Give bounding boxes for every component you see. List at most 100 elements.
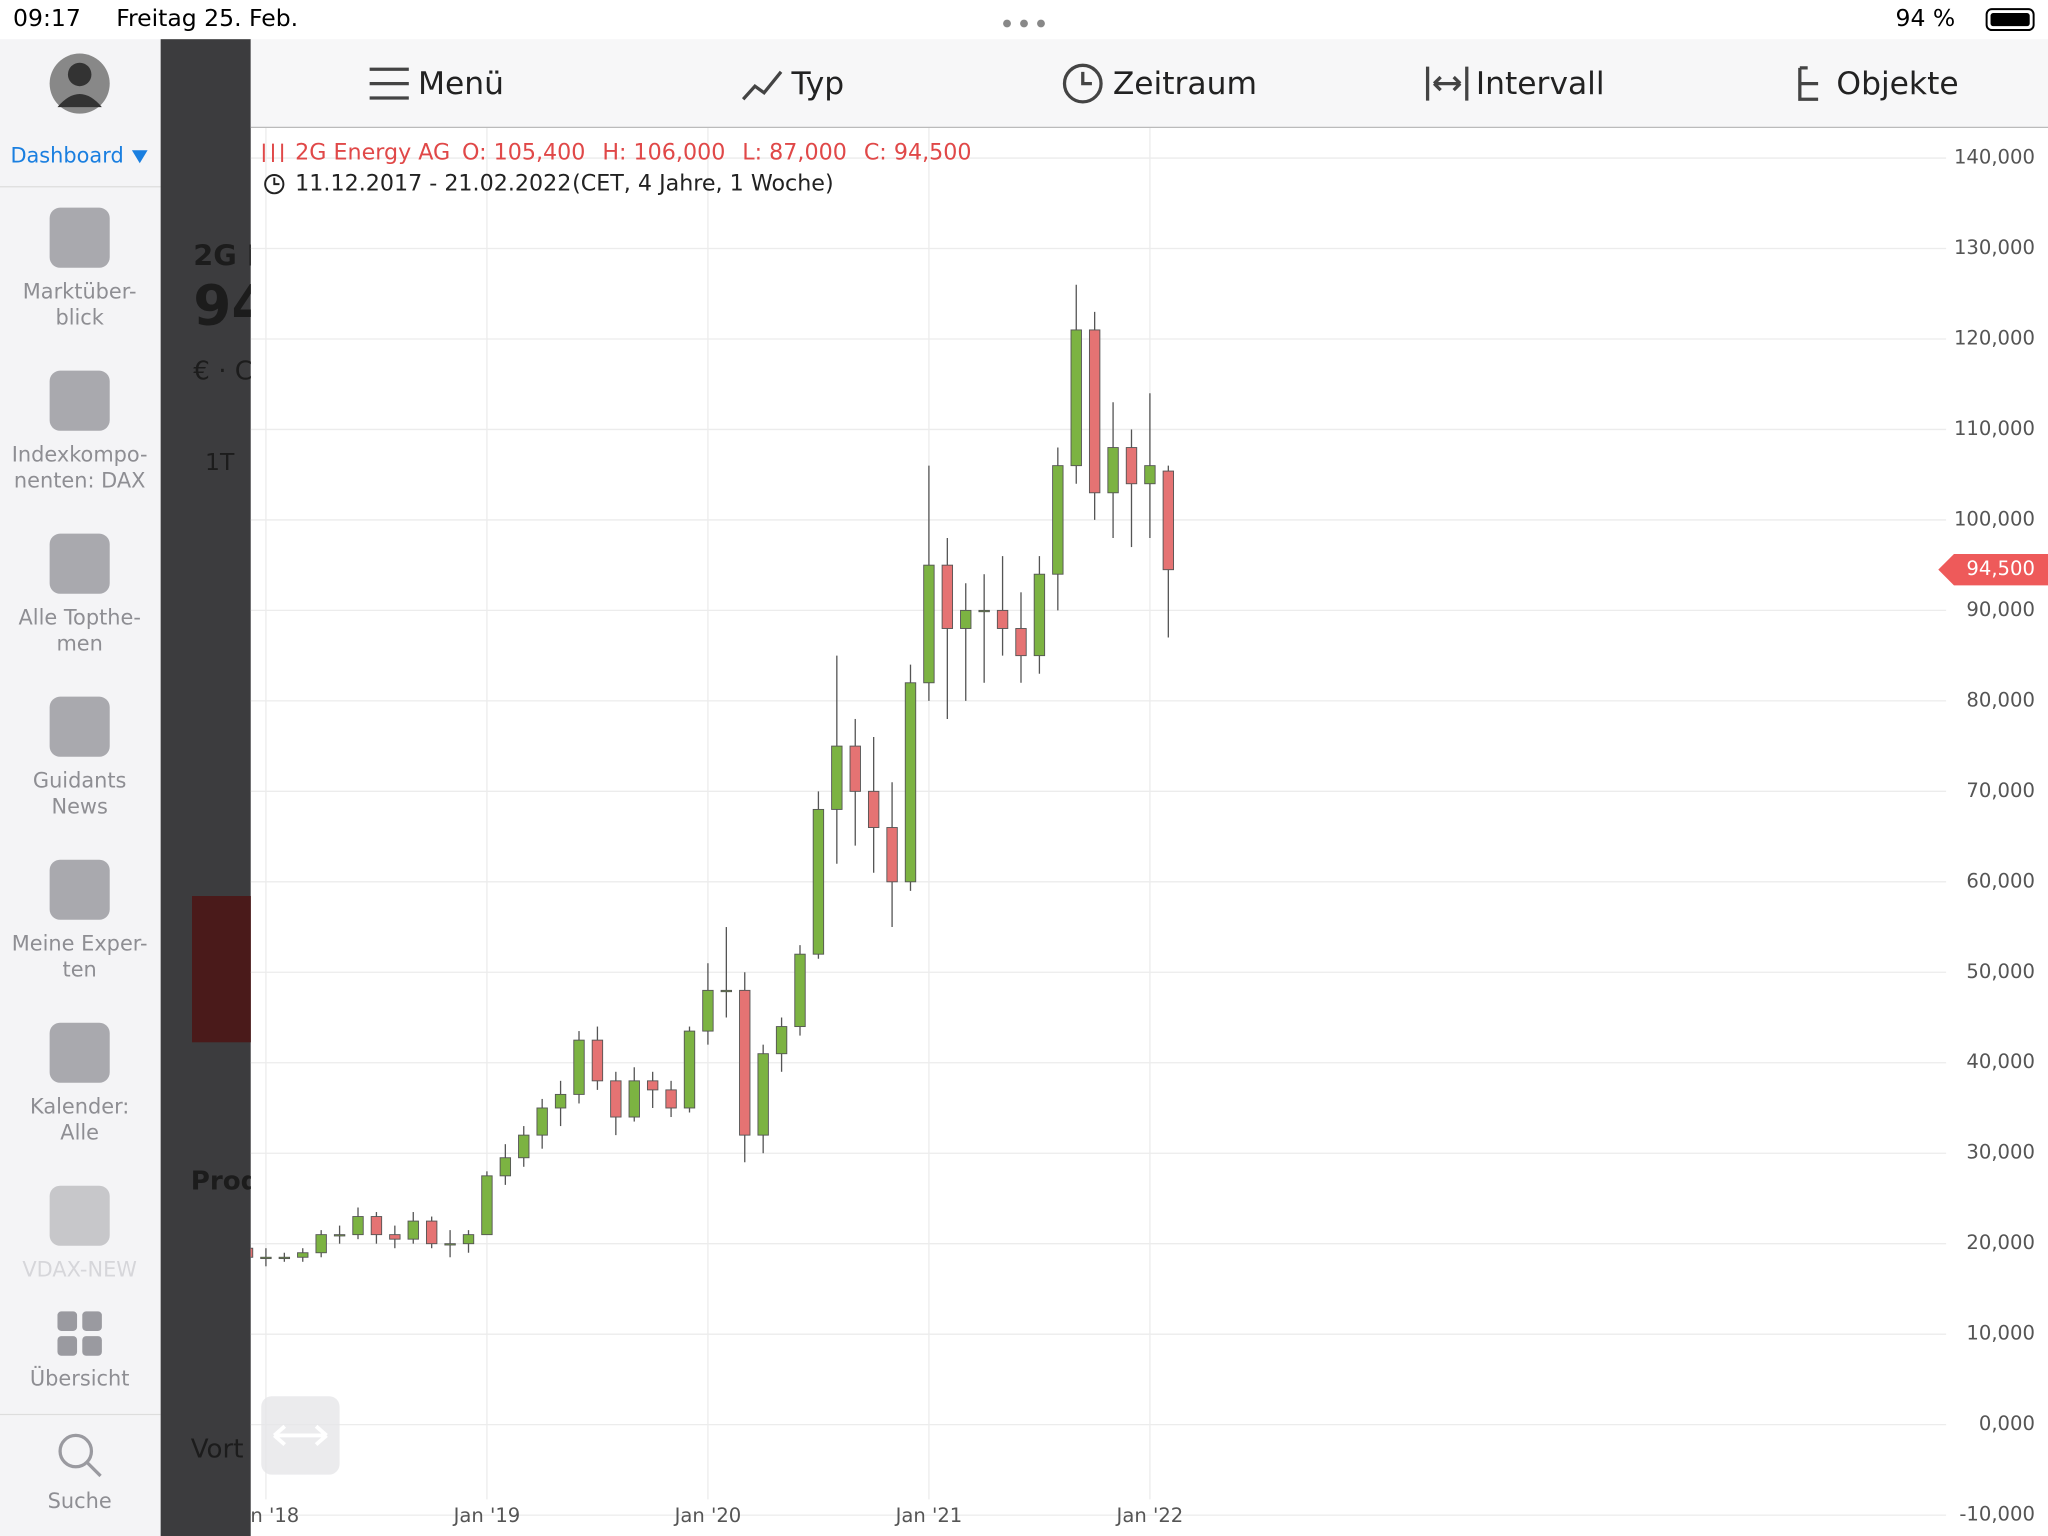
candle-body — [665, 1089, 677, 1109]
y-tick-label: -10,000 — [1959, 1503, 2035, 1526]
candle-body — [518, 1134, 530, 1159]
search-icon — [86, 1461, 102, 1478]
last-price-label: 94,500 — [1966, 557, 2035, 580]
candle-body — [499, 1157, 512, 1177]
candle-body — [425, 1220, 438, 1245]
sidebar-icon[interactable] — [49, 370, 110, 431]
sidebar-label[interactable]: Guidants — [33, 769, 127, 793]
candle-body — [702, 989, 714, 1032]
sidebar-label[interactable]: Indexkompo- — [12, 443, 148, 467]
candle-body — [960, 609, 972, 629]
x-tick-label: Jan '18 — [231, 1504, 300, 1527]
range-note: (CET, 4 Jahre, 1 Woche) — [572, 171, 834, 197]
candle-body — [849, 745, 861, 792]
sidebar-label[interactable]: VDAX-NEW — [22, 1258, 137, 1282]
y-tick-label: 90,000 — [1966, 598, 2035, 621]
sidebar-items: Marktüber-blick Indexkompo-nenten: DAX All… — [12, 207, 148, 1282]
dashboard-link[interactable]: Dashboard — [10, 144, 123, 168]
background-text: 1T — [205, 448, 235, 476]
candle-body — [720, 989, 733, 993]
y-tick-label: 120,000 — [1954, 326, 2035, 349]
sidebar-label[interactable]: ten — [63, 958, 97, 982]
candle-body — [278, 1256, 291, 1260]
sidebar-icon[interactable] — [49, 1022, 110, 1083]
sidebar-label[interactable]: blick — [55, 306, 104, 330]
sidebar-label[interactable]: News — [51, 795, 107, 819]
ohlc-values: O: 105,400 H: 106,000 L: 87,000 C: 94,500 — [462, 139, 971, 165]
y-tick-label: 130,000 — [1954, 236, 2035, 259]
ohlc-label: H: 106,000 — [602, 139, 725, 165]
battery-percent: 94 % — [1896, 4, 1956, 32]
candle-body — [462, 1234, 475, 1245]
candle-body — [1107, 447, 1119, 494]
sidebar-label[interactable]: nenten: DAX — [14, 469, 146, 493]
multitask-dots[interactable] — [1003, 19, 1045, 28]
candle-body — [297, 1252, 309, 1258]
candle-body — [352, 1216, 364, 1236]
candle-body — [250, 1247, 254, 1258]
x-tick-label: Jan '19 — [452, 1504, 521, 1527]
dropdown-icon — [131, 150, 148, 164]
candle-body — [370, 1216, 383, 1236]
search-label[interactable]: Suche — [48, 1489, 112, 1513]
candle-body — [904, 682, 917, 883]
sidebar-label[interactable]: Marktüber- — [23, 280, 137, 304]
candle-body — [444, 1243, 456, 1246]
overview-label[interactable]: Übersicht — [30, 1365, 130, 1390]
sidebar-label[interactable]: men — [56, 632, 102, 656]
toolbar-button[interactable]: Zeitraum — [1113, 66, 1257, 102]
candle-body — [573, 1039, 585, 1095]
candle-body — [554, 1093, 567, 1109]
candle-body — [831, 745, 843, 810]
sidebar-label[interactable]: Kalender: — [30, 1095, 129, 1119]
candle-body — [1070, 329, 1082, 467]
y-tick-label: 110,000 — [1954, 417, 2035, 440]
battery-icon — [1985, 8, 2035, 32]
candle-body — [1088, 329, 1101, 494]
plot: -10,000 0,000 10,000 20,000 30,000 40,000 50,0… — [231, 127, 2048, 1527]
toolbar-button[interactable]: Objekte — [1836, 66, 1958, 102]
candle-body — [996, 609, 1009, 629]
sidebar-icon[interactable] — [49, 859, 110, 920]
toolbar-button[interactable]: Intervall — [1476, 66, 1605, 102]
toolbar-button[interactable]: Menü — [418, 66, 504, 102]
y-tick-label: 0,000 — [1979, 1412, 2035, 1435]
y-tick-label: 10,000 — [1966, 1322, 2035, 1345]
y-tick-label: 100,000 — [1954, 507, 2035, 530]
overview-icon[interactable] — [57, 1311, 102, 1356]
y-tick-label: 70,000 — [1966, 779, 2035, 802]
clock-icon — [264, 174, 285, 195]
candle-body — [978, 609, 990, 613]
background-text: € · C — [193, 357, 253, 387]
candle-body — [886, 827, 898, 883]
sidebar-icon[interactable] — [49, 533, 110, 594]
background-text: Vort — [191, 1434, 244, 1464]
sidebar-label[interactable]: Alle — [60, 1121, 99, 1145]
candle-body — [812, 808, 825, 955]
sidebar-icon[interactable] — [49, 207, 110, 268]
toolbar — [250, 39, 2048, 129]
x-tick-label: Jan '20 — [673, 1504, 742, 1527]
pan-icon — [272, 1424, 328, 1447]
candle-body — [646, 1080, 659, 1091]
sidebar-label[interactable]: Meine Exper- — [12, 932, 148, 956]
sidebar — [0, 39, 161, 1536]
date: Freitag 25. Feb. — [116, 4, 298, 32]
search-icon[interactable] — [58, 1433, 94, 1469]
y-tick-label: 40,000 — [1966, 1050, 2035, 1073]
last-price-tag — [1938, 554, 2048, 586]
y-tick-label: 50,000 — [1966, 960, 2035, 983]
toolbar-button[interactable]: Typ — [791, 66, 845, 102]
sidebar-label[interactable]: Alle Topthe- — [18, 606, 140, 630]
chart-panel: -10,000 0,000 10,000 20,000 30,000 40,000 50,0… — [231, 127, 2048, 1536]
toolbar-labels: Menü Typ Zeitraum Intervall Objekte — [418, 66, 1959, 102]
avatar-body — [57, 94, 102, 108]
candle-body — [1052, 465, 1064, 575]
sidebar-icon[interactable] — [49, 696, 110, 757]
ohlc-label: C: 94,500 — [864, 139, 972, 165]
candle-body — [683, 1030, 696, 1109]
candle-body — [536, 1107, 548, 1136]
sidebar-icon[interactable] — [49, 1185, 110, 1246]
candle-body — [315, 1234, 327, 1254]
